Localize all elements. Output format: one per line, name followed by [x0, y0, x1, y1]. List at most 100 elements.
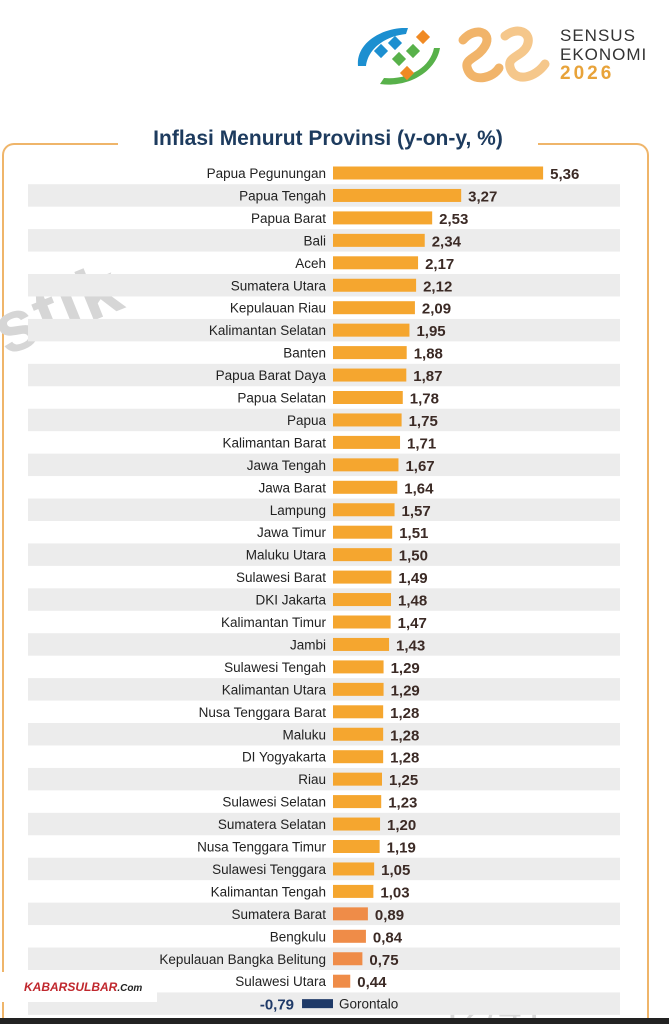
row-stripe — [28, 947, 620, 970]
bar — [333, 952, 363, 966]
bar — [333, 548, 392, 562]
bar — [333, 884, 374, 898]
category-label: Sumatera Barat — [231, 907, 326, 922]
value-label: 2,34 — [432, 233, 462, 250]
bar — [333, 840, 380, 853]
row-stripe — [28, 857, 620, 881]
category-label: Papua — [287, 413, 327, 428]
value-label: 5,36 — [550, 166, 579, 183]
value-label: 1,71 — [407, 435, 436, 452]
category-label: Sulawesi Utara — [235, 974, 326, 989]
sensus-ekonomi-text: SENSUS EKONOMI 2026 — [560, 26, 647, 83]
value-label: 1,19 — [387, 840, 416, 857]
row-stripe — [28, 543, 620, 566]
category-label: Bali — [303, 233, 326, 248]
credit-brand: KABARSULBAR — [24, 980, 118, 994]
credit-suffix: .Com — [117, 983, 143, 994]
value-label: 1,05 — [381, 862, 410, 879]
category-label: DKI Jakarta — [255, 593, 326, 608]
category-label: Sulawesi Tengah — [224, 660, 326, 675]
value-label: 1,95 — [416, 323, 445, 340]
value-label: -0,79 — [260, 997, 294, 1014]
bar — [333, 525, 393, 539]
bar — [333, 211, 433, 225]
value-label: 2,12 — [423, 278, 452, 295]
bottom-bar — [0, 1018, 669, 1024]
category-label: Kepulauan Riau — [230, 301, 326, 316]
row-stripe — [28, 588, 620, 611]
row-stripe — [28, 453, 620, 477]
value-label: 1,47 — [398, 615, 427, 632]
bar — [333, 637, 390, 651]
category-label: Papua Barat Daya — [216, 368, 327, 383]
value-label: 1,20 — [387, 817, 416, 834]
bar — [333, 458, 399, 472]
category-label: Kalimantan Tengah — [211, 884, 326, 899]
bar — [333, 862, 375, 876]
value-label: 1,64 — [404, 480, 434, 497]
bar — [333, 570, 392, 584]
bar — [333, 323, 410, 337]
category-label: Jambi — [290, 637, 326, 652]
category-label: Kalimantan Timur — [221, 615, 327, 630]
bar — [333, 503, 395, 517]
value-label: 2,17 — [425, 256, 454, 273]
value-label: 2,53 — [439, 211, 468, 228]
category-label: Sulawesi Selatan — [222, 795, 326, 810]
sensus-ekonomi-logo-icon — [458, 26, 550, 83]
category-label: Kepulauan Bangka Belitung — [159, 952, 326, 967]
value-label: 1,49 — [398, 570, 427, 587]
bar — [333, 413, 402, 427]
category-label: Kalimantan Selatan — [209, 323, 326, 338]
value-label: 1,43 — [396, 637, 425, 654]
bar — [333, 929, 366, 943]
logo-line-1: SENSUS — [560, 26, 636, 45]
value-label: 0,89 — [375, 907, 404, 924]
row-stripe — [28, 812, 620, 836]
value-label: 1,88 — [414, 346, 443, 363]
value-label: 3,27 — [468, 188, 497, 205]
value-label: 1,03 — [380, 884, 409, 901]
bar — [333, 435, 401, 449]
bar — [333, 705, 384, 719]
category-label: Sulawesi Barat — [236, 570, 326, 585]
category-label: Sumatera Utara — [231, 278, 327, 293]
bar — [333, 727, 384, 741]
value-label: 0,75 — [369, 952, 398, 969]
value-label: 1,57 — [402, 503, 431, 520]
row-stripe — [28, 184, 620, 207]
value-label: 1,67 — [405, 458, 434, 475]
bar — [333, 233, 425, 247]
bar — [333, 750, 384, 764]
value-label: 1,78 — [410, 391, 439, 408]
value-label: 1,29 — [391, 682, 420, 699]
category-label: Nusa Tenggara Barat — [199, 705, 327, 720]
category-label: Jawa Barat — [258, 480, 326, 495]
row-stripe — [28, 363, 620, 387]
category-label: Sumatera Selatan — [218, 817, 326, 832]
logo-line-3: 2026 — [560, 63, 615, 84]
bar — [333, 817, 381, 831]
row-stripe — [28, 723, 620, 746]
value-label: 1,48 — [398, 593, 427, 610]
bar — [333, 480, 398, 494]
category-label: Jawa Timur — [257, 525, 327, 540]
bar — [333, 278, 417, 292]
category-label: Banten — [283, 346, 326, 361]
value-label: 0,84 — [373, 929, 403, 946]
category-label: Nusa Tenggara Timur — [197, 840, 326, 855]
category-label: Maluku Utara — [246, 548, 327, 563]
category-label: Maluku — [282, 727, 326, 742]
category-label: Papua Barat — [251, 211, 326, 226]
bar — [333, 188, 462, 202]
chart-title-box: Inflasi Menurut Provinsi (y-on-y, %) — [118, 124, 538, 154]
bar — [302, 999, 333, 1009]
category-label: Gorontalo — [339, 997, 398, 1012]
category-label: Papua Tengah — [239, 188, 326, 203]
category-label: Kalimantan Barat — [222, 435, 326, 450]
row-stripe — [28, 678, 620, 701]
bps-logo-icon — [357, 28, 440, 85]
bar — [333, 301, 415, 315]
bar — [333, 391, 403, 404]
